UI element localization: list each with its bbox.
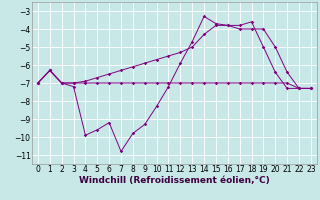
- X-axis label: Windchill (Refroidissement éolien,°C): Windchill (Refroidissement éolien,°C): [79, 176, 270, 185]
